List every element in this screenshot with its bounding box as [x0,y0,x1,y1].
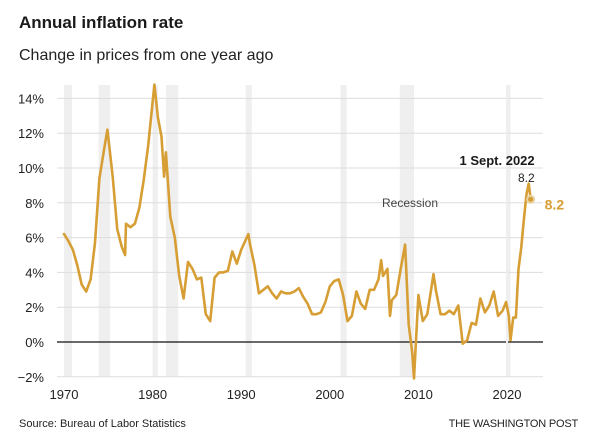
x-tick-label: 1990 [227,387,256,402]
y-tick-label: 14% [18,91,44,106]
recession-bands [64,85,511,377]
y-tick-label: 4% [25,265,44,280]
y-tick-label: −2% [18,370,45,385]
y-tick-label: 2% [25,300,44,315]
y-tick-label: 12% [18,126,44,141]
y-tick-label: 0% [25,335,44,350]
recession-band [399,85,414,377]
recession-band [98,85,111,377]
annotation-date-label: 1 Sept. 2022 [459,153,534,168]
source-note: Source: Bureau of Labor Statistics [19,418,186,430]
chart-subtitle: Change in prices from one year ago [19,47,274,64]
recession-band [64,85,72,377]
x-axis-ticks: 1970 1980 1990 2000 2010 2020 [50,387,522,402]
recession-band [340,85,347,377]
annotation-value-label: 8.2 [518,171,535,185]
recession-label: Recession [382,196,438,210]
publisher-credit: THE WASHINGTON POST [448,418,579,430]
x-tick-label: 2000 [315,387,344,402]
inflation-series-line [62,83,532,380]
x-tick-label: 1970 [50,387,79,402]
y-tick-label: 6% [25,231,44,246]
x-tick-label: 1980 [138,387,167,402]
recession-band [152,85,158,377]
y-axis-ticks: −2% 0% 2% 4% 6% 8% 10% 12% 14% [18,91,45,384]
series-layer [62,83,532,380]
chart-title: Annual inflation rate [19,13,184,32]
y-tick-label: 8% [25,196,44,211]
annotations: Recession 1 Sept. 2022 8.2 8.2 [382,153,565,212]
recession-band [507,85,511,377]
recession-band [245,85,252,377]
latest-value-label: 8.2 [545,196,565,212]
x-tick-label: 2020 [493,387,522,402]
gridlines [57,85,543,378]
x-tick-label: 2010 [404,387,433,402]
latest-value-dot [526,194,536,204]
y-tick-label: 10% [18,161,44,176]
